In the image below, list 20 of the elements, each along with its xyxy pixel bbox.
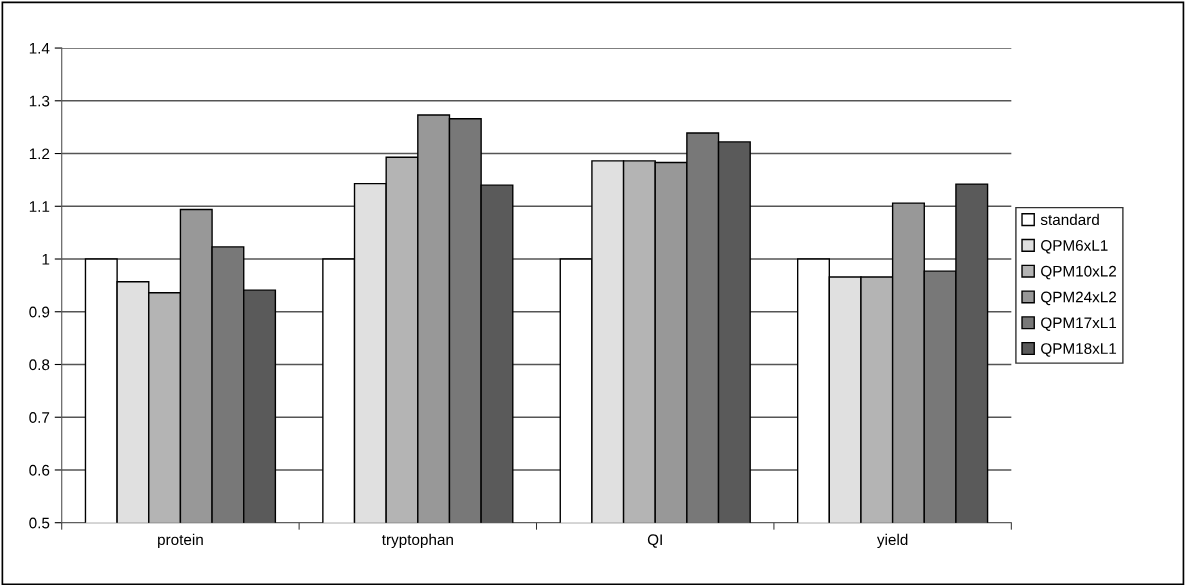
y-tick-label: 0.8	[29, 359, 50, 371]
x-tick-label: QI	[647, 534, 662, 548]
y-tick-label: 0.9	[29, 306, 50, 318]
legend-label: QPM6xL1	[1041, 240, 1108, 254]
x-tick-label: tryptophan	[381, 533, 453, 549]
legend-label: QPM18xL1	[1041, 343, 1117, 357]
y-tick-label: 1.1	[29, 201, 50, 212]
y-tick-label: 1.3	[29, 95, 50, 107]
y-tick-label: 0.5	[29, 517, 50, 529]
x-tick-label: yield	[876, 533, 908, 549]
legend-label: QPM24xL2	[1041, 291, 1117, 306]
y-tick-label: 1.4	[29, 43, 50, 54]
legend-label: QPM10xL2	[1041, 265, 1117, 280]
legend-label: QPM17xL1	[1041, 317, 1117, 331]
y-tick-label: 0.6	[29, 464, 50, 476]
legend-label: standard	[1040, 213, 1099, 226]
x-tick-label: protein	[158, 533, 203, 549]
y-tick-label: 1.2	[29, 148, 50, 160]
y-tick-label: 0.7	[29, 412, 50, 423]
y-tick-label: 1	[42, 254, 50, 265]
